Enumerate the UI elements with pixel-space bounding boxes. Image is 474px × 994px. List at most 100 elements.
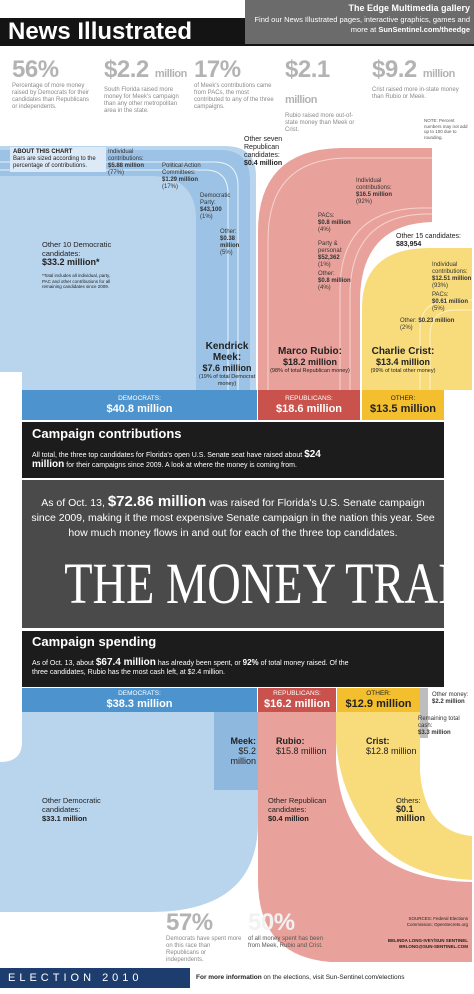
flow-share: (4%) [318, 227, 331, 233]
candidate-name: Kendrick Meek: [205, 341, 249, 363]
stat-figure: $9.2 [372, 56, 417, 83]
flow-share: (1%) [318, 262, 331, 268]
bar-amount: $12.9 million [345, 698, 412, 710]
others-amount: $33.2 million* [42, 257, 100, 267]
bar-label: DEMOCRATS: $38.3 million [22, 690, 257, 710]
flow-line [0, 169, 229, 390]
gallery-url[interactable]: SunSentinel.com/theedge [378, 25, 470, 34]
footer-band [0, 968, 190, 988]
flow-share: (92%) [356, 199, 373, 205]
spend-amount: $33.1 million [42, 814, 88, 823]
others-label: Other 10 Democratic candidates: $33.2 mil… [42, 240, 112, 267]
box-text-post: for their campaigns since 2009. A look a… [66, 462, 297, 469]
bar-name: DEMOCRATS: [118, 395, 161, 402]
spend-name: Crist: [366, 736, 390, 746]
flow-name: Individual contributions: [108, 149, 144, 162]
candidate-share: (99% of total other money) [370, 368, 436, 374]
spend-label: Other Republican candidates: $0.4 million [268, 796, 334, 823]
spend-name: Others: [396, 796, 421, 805]
intro-pre: As of Oct. 13, [41, 497, 105, 509]
spending-box [22, 631, 444, 687]
meek-spend-flow [214, 712, 258, 790]
gallery-title: The Edge Multimedia gallery [348, 3, 470, 13]
spend-label: Crist: $12.8 million [366, 736, 422, 756]
flow-label: PACs: $0.8 million (4%) [318, 213, 358, 234]
flow-line [267, 157, 432, 390]
flow-label: Democratic Party: $43,100 (1%) [200, 193, 236, 221]
stat-text: Crist raised more in-state money than Ru… [372, 87, 459, 100]
flow-name: PACs: [432, 292, 449, 298]
flow-name: Other: [220, 229, 237, 235]
flow-name: Other: [318, 271, 335, 277]
spend-label: Meek: $5.2 million [216, 736, 256, 766]
stat-figure: $2.1 [285, 56, 330, 83]
footer-bold: For more information [196, 974, 262, 981]
republican-bar [258, 390, 360, 420]
spend-amount: $0.1 million [396, 804, 425, 823]
stat-text: South Florida raised more money for Meek… [104, 87, 179, 114]
flow-amount: $43,100 [200, 207, 222, 213]
flow-line [0, 161, 239, 390]
bottom-stat: 50% of all money spent has been from Meek… [248, 910, 332, 950]
flow-label: Individual contributions: $12.51 million(… [432, 262, 472, 290]
stat-text: of Meek's contributions came from PACs, … [194, 83, 274, 110]
bar-name: REPUBLICANS: [273, 690, 321, 697]
flow-name: PACs: [318, 213, 335, 219]
candidate-share: (98% of total Republican money) [270, 368, 350, 374]
other-money-amount: $2.2 million [432, 699, 465, 705]
bar-label: REPUBLICANS: $16.2 million [258, 690, 336, 710]
flow-share: (2%) [400, 325, 413, 331]
bar-label: REPUBLICANS: $18.6 million [258, 395, 360, 415]
flow-label: Party & personal: $52,362 (1%) [318, 241, 352, 269]
candidate: Kendrick Meek: $7.6 million (19% of total … [196, 341, 258, 388]
flow-name: Other: [400, 318, 417, 324]
candidate-amount: $18.2 million [282, 357, 338, 367]
flow-amount: $5.88 million [108, 163, 145, 169]
others-name: Other 10 Democratic candidates: [42, 240, 112, 258]
spend-name: Rubio: [276, 736, 305, 746]
box-text-bold: $24 million [32, 449, 321, 470]
bar-name: DEMOCRATS: [118, 690, 161, 697]
bar-label: OTHER: $12.9 million [337, 690, 420, 710]
democrat-spend-bar [22, 688, 257, 712]
flow-label: Political Action Committees: $1.29 millio… [162, 163, 206, 191]
footer-link[interactable]: on the elections, visit Sun-Sentinel.com… [263, 974, 405, 981]
spend-name: Meek: [230, 736, 256, 746]
others-amount: $0.4 million [244, 160, 283, 167]
flow-share: (77%) [108, 170, 125, 176]
meek-flow [0, 150, 250, 390]
flow-amount: $12.51 million [432, 276, 472, 282]
stat-figure: 56% [12, 56, 59, 83]
bar-label: DEMOCRATS: $40.8 million [22, 395, 257, 415]
flow-amount: $0.8 million [318, 220, 351, 226]
bar-name: OTHER: [366, 690, 391, 697]
stat-unit: million [422, 68, 455, 80]
flow-name: Individual contributions: [432, 262, 468, 275]
others-amount: $83,954 [396, 241, 422, 248]
candidate-amount: $7.6 million [202, 363, 252, 373]
democrat-flow [0, 146, 256, 390]
flow-line [349, 213, 432, 390]
other-bar [362, 390, 444, 420]
stat: $9.2 million Crist raised more in-state m… [372, 57, 464, 101]
about-title: ABOUT THIS CHART [13, 149, 73, 155]
bar-amount: $18.6 million [275, 403, 343, 415]
gallery-text: Find our News Illustrated pages, interac… [252, 15, 470, 35]
stat-text: Rubio raised more out-of-state money tha… [285, 113, 355, 133]
other-flow [362, 248, 472, 390]
spend-amount: $15.8 million [276, 746, 327, 756]
flow-amount: $0.38 million [220, 236, 240, 249]
bar-amount: $38.3 million [106, 698, 173, 710]
flow-name: Party & personal: [318, 241, 343, 254]
box-text-pre: As of Oct. 13, about [32, 660, 94, 667]
democrat-bar [22, 390, 257, 420]
money-trail-box [22, 480, 444, 628]
flow-share: (4%) [318, 285, 331, 291]
stat-unit: million [285, 94, 317, 106]
flow-line [419, 299, 472, 390]
others-name: Other seven Republican candidates: [244, 136, 283, 159]
gallery-text-main: Find our News Illustrated pages, interac… [254, 15, 470, 34]
candidate-name: Marco Rubio: [278, 346, 342, 357]
others-label: Other 15 candidates: $83,954 [396, 233, 466, 249]
